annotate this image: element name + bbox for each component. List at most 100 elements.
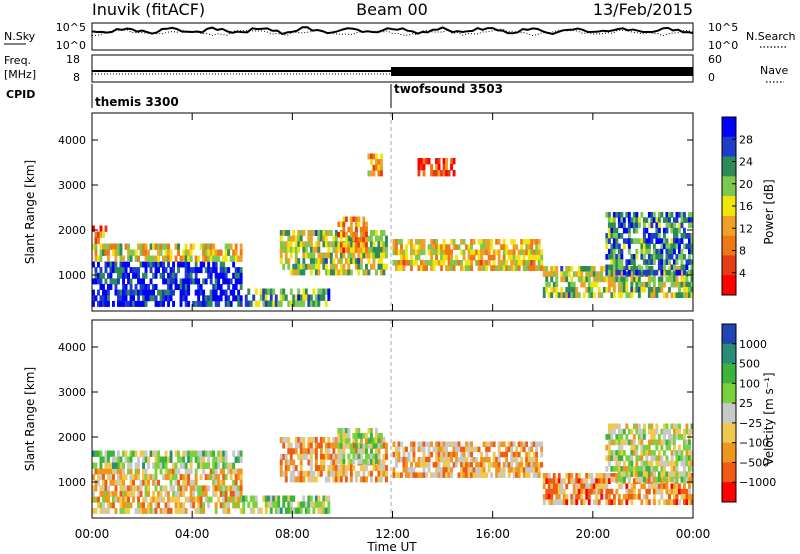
echo-cell [324, 300, 328, 307]
echo-cell [612, 466, 616, 472]
echo-cell [475, 249, 478, 256]
echo-cell [192, 450, 196, 457]
echo-cell [197, 502, 201, 509]
echo-cell [282, 294, 286, 301]
echo-cell [607, 254, 611, 260]
echo-cell [637, 292, 641, 298]
echo-cell [159, 243, 163, 250]
echo-cell [279, 437, 283, 443]
echo-cell [182, 491, 186, 497]
echo-cell [329, 269, 333, 276]
echo-cell [497, 260, 501, 266]
echo-cell [673, 428, 676, 435]
echo-cell [555, 271, 559, 277]
echo-cell [334, 476, 338, 483]
echo-cell [244, 495, 248, 502]
echo-cell [199, 450, 203, 457]
echo-cell [339, 252, 343, 259]
echo-cell [184, 272, 188, 279]
echo-cell [194, 456, 198, 463]
echo-cell [212, 456, 216, 463]
echo-cell [673, 499, 676, 505]
echo-cell [675, 233, 679, 239]
echo-cell [635, 476, 639, 483]
echo-cell [214, 468, 218, 475]
echo-cell [332, 442, 336, 449]
echo-cell [632, 222, 636, 229]
nsky-left-tick-top: 10^5 [56, 21, 86, 34]
echo-cell [605, 444, 609, 451]
echo-cell [392, 451, 396, 458]
echo-cell [572, 478, 576, 484]
echo-cell [122, 496, 125, 503]
echo-cell [164, 267, 168, 274]
echo-cell [652, 471, 656, 478]
echo-cell [302, 470, 306, 477]
echo-cell [157, 479, 160, 486]
echo-cell [152, 496, 155, 503]
echo-cell [94, 295, 98, 302]
echo-cell [284, 230, 288, 236]
echo-cell [219, 295, 223, 302]
echo-cell [327, 241, 331, 248]
echo-cell [162, 255, 165, 262]
echo-cell [540, 249, 544, 256]
echo-cell [640, 243, 644, 250]
echo-cell [685, 233, 689, 239]
echo-cell [354, 428, 358, 434]
echo-cell [527, 260, 531, 266]
echo-cell [92, 300, 95, 307]
echo-cell [117, 468, 120, 475]
echo-cell [625, 499, 629, 505]
echo-cell [244, 294, 248, 301]
echo-cell [222, 507, 226, 514]
echo-cell [520, 446, 524, 453]
echo-cell [312, 507, 316, 514]
echo-cell [302, 448, 306, 455]
echo-cell [204, 243, 208, 250]
echo-cell [612, 259, 616, 265]
echo-cell [683, 494, 686, 500]
echo-cell [605, 238, 609, 244]
x-tick-label: 16:00 [475, 527, 510, 541]
echo-cell [107, 502, 110, 509]
echo-cell [352, 242, 356, 248]
echo-cell [385, 470, 388, 477]
echo-cell [299, 235, 303, 242]
echo-cell [294, 241, 298, 248]
echo-cell [520, 239, 524, 245]
echo-cell [349, 226, 353, 233]
echo-cell [437, 441, 441, 447]
echo-cell [217, 479, 221, 486]
echo-cell [625, 276, 629, 283]
echo-cell [307, 300, 311, 307]
echo-cell [204, 450, 208, 457]
echo-cell [189, 462, 193, 469]
echo-cell [625, 259, 629, 265]
echo-cell [600, 271, 604, 277]
echo-cell [172, 496, 175, 503]
echo-cell [227, 284, 231, 290]
echo-cell [269, 495, 273, 502]
echo-cell [487, 467, 491, 473]
echo-cell [357, 458, 361, 465]
echo-cell [678, 212, 681, 218]
echo-cell [607, 423, 611, 430]
echo-cell [309, 442, 313, 449]
echo-cell [365, 247, 368, 253]
echo-cell [299, 470, 303, 477]
echo-cell [92, 462, 95, 469]
echo-cell [214, 289, 218, 296]
echo-cell [688, 499, 691, 505]
colorbar-swatch [722, 343, 736, 364]
echo-cell [530, 456, 534, 463]
echo-cell [668, 222, 671, 229]
echo-cell [678, 266, 681, 272]
echo-cell [625, 271, 629, 277]
echo-cell [172, 462, 175, 469]
echo-cell [184, 261, 188, 268]
cpid-strip: CPID themis 3300 twofsound 3503 [6, 82, 503, 109]
echo-cell [532, 451, 536, 458]
echo-cell [645, 269, 649, 276]
echo-cell [482, 456, 486, 463]
